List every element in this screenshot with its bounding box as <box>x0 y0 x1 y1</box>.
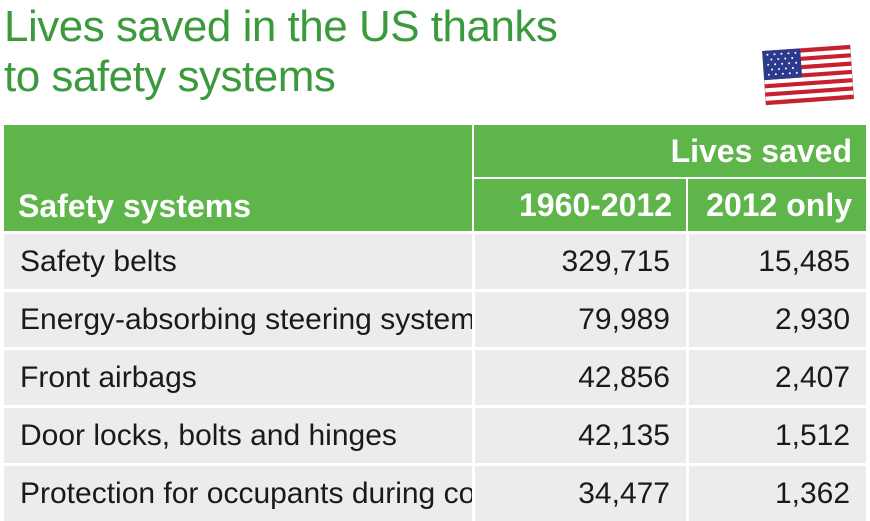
header-lives-saved: Lives saved <box>472 125 867 179</box>
row-value-2012: 1,512 <box>686 405 867 463</box>
table-row: Door locks, bolts and hinges 42,135 1,51… <box>4 405 867 463</box>
row-value-2012: 2,407 <box>686 347 867 405</box>
table-row: Safety belts 329,715 15,485 <box>4 231 867 289</box>
table-row: Front airbags 42,856 2,407 <box>4 347 867 405</box>
us-flag-icon <box>761 44 855 106</box>
row-value-1960-2012: 79,989 <box>472 289 686 347</box>
row-system-name: Protection for occupants during collisio… <box>4 463 472 521</box>
row-value-1960-2012: 329,715 <box>472 231 686 289</box>
row-value-1960-2012: 42,135 <box>472 405 686 463</box>
title-line-2: to safety systems <box>4 52 336 101</box>
table-row: Protection for occupants during collisio… <box>4 463 867 521</box>
table-row: Energy-absorbing steering systems 79,989… <box>4 289 867 347</box>
row-value-2012: 1,362 <box>686 463 867 521</box>
row-system-name: Safety belts <box>4 231 472 289</box>
header-1960-2012: 1960-2012 <box>472 179 686 231</box>
row-system-name: Energy-absorbing steering systems <box>4 289 472 347</box>
row-system-name: Front airbags <box>4 347 472 405</box>
row-system-name: Door locks, bolts and hinges <box>4 405 472 463</box>
header-2012-only: 2012 only <box>686 179 867 231</box>
row-value-2012: 2,930 <box>686 289 867 347</box>
header-safety-systems: Safety systems <box>4 125 472 231</box>
lives-saved-table: Safety systems Lives saved 1960-2012 201… <box>4 125 867 521</box>
row-value-2012: 15,485 <box>686 231 867 289</box>
row-value-1960-2012: 34,477 <box>472 463 686 521</box>
row-value-1960-2012: 42,856 <box>472 347 686 405</box>
title-line-1: Lives saved in the US thanks <box>4 2 558 51</box>
page-title: Lives saved in the US thanks to safety s… <box>4 2 704 102</box>
